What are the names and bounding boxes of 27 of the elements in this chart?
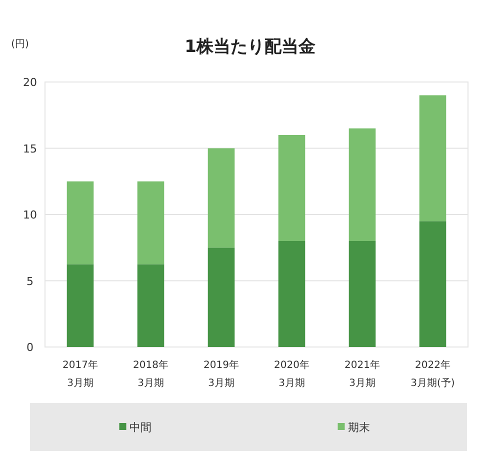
y-axis-title: (円) — [11, 39, 29, 50]
x-tick-label: 2018年 3月期 — [133, 359, 168, 389]
bar — [137, 264, 164, 347]
bar — [419, 221, 446, 347]
y-tick-label: 5 — [26, 274, 34, 288]
legend-label: 期末 — [348, 421, 370, 434]
x-tick-label: 2020年 3月期 — [274, 359, 310, 389]
x-tick-label: 2019年 3月期 — [204, 359, 239, 389]
bar — [208, 148, 235, 248]
bar — [66, 264, 94, 347]
y-tick-label: 15 — [23, 142, 37, 156]
y-tick-label: 10 — [23, 208, 37, 222]
bar — [208, 248, 235, 347]
x-tick-label: 2022年 3月期(予) — [410, 359, 455, 389]
x-tick-label: 2017年 3月期 — [62, 359, 98, 389]
bar — [348, 128, 376, 241]
y-tick-label: 0 — [26, 341, 34, 354]
bar — [348, 241, 376, 347]
bar — [278, 241, 306, 347]
bar — [278, 135, 306, 241]
chart-title: 1株当たり配当金 — [184, 37, 316, 57]
bar — [66, 181, 94, 264]
bar — [419, 95, 446, 222]
legend-label: 中間 — [129, 421, 152, 434]
x-tick-label: 2021年 3月期 — [344, 359, 380, 389]
bar — [137, 181, 164, 264]
y-tick-label: 20 — [23, 76, 37, 89]
